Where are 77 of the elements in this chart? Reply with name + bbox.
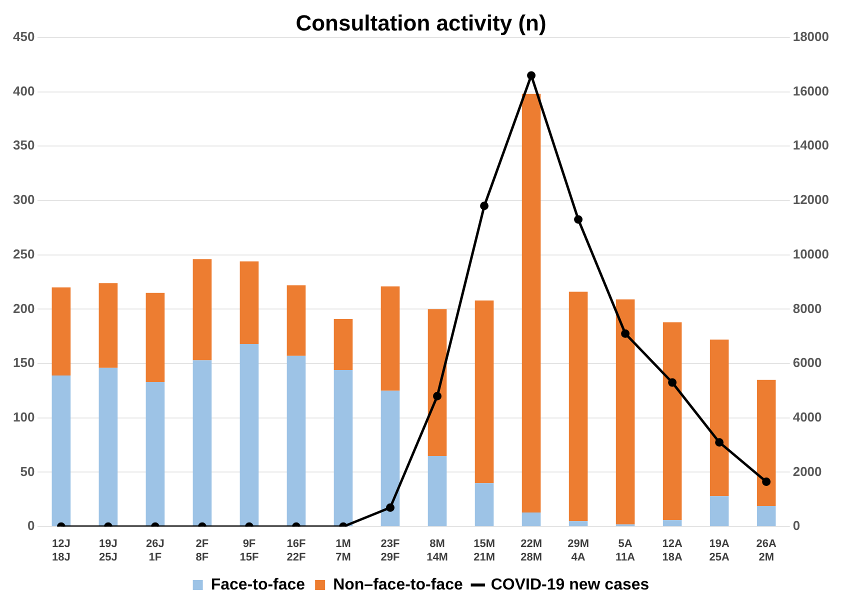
y2-tick-label: 8000 bbox=[792, 300, 822, 316]
legend-label: COVID-19 new cases bbox=[490, 576, 650, 594]
y-tick-label: 300 bbox=[12, 192, 35, 208]
point bbox=[668, 378, 677, 387]
y2-tick-label: 18000 bbox=[792, 28, 830, 44]
bar bbox=[474, 300, 494, 484]
y2-tick-label: 0 bbox=[792, 518, 800, 534]
x-tick-label: 23F 29F bbox=[380, 538, 400, 564]
y2-tick-label: 2000 bbox=[792, 464, 822, 479]
x-tick-label: 26J 1F bbox=[146, 538, 164, 564]
point bbox=[574, 215, 583, 224]
bar bbox=[52, 287, 71, 376]
bar bbox=[380, 390, 400, 526]
x-tick-label: 9F 15F bbox=[240, 538, 259, 564]
bar bbox=[286, 285, 306, 356]
x-tick-label: 1M 7M bbox=[336, 538, 351, 564]
bar bbox=[756, 380, 776, 506]
y2-tick-label: 12000 bbox=[792, 192, 830, 208]
y-tick-label: 100 bbox=[12, 409, 35, 424]
x-tick-label: 12J 18J bbox=[52, 538, 70, 564]
bar bbox=[52, 375, 71, 526]
legend-label: Non–face-to-face bbox=[333, 576, 463, 594]
point bbox=[433, 392, 442, 400]
bar bbox=[286, 356, 306, 526]
bar bbox=[710, 496, 729, 526]
bar bbox=[474, 483, 494, 526]
y2-tick-label: 4000 bbox=[792, 409, 822, 424]
x-tick-label: 12A 18A bbox=[662, 538, 682, 564]
bar bbox=[380, 286, 400, 391]
y-tick-label: 400 bbox=[12, 83, 35, 98]
y2-tick-label: 16000 bbox=[792, 83, 830, 98]
y-tick-label: 150 bbox=[12, 355, 35, 370]
bar bbox=[240, 261, 259, 344]
bar bbox=[568, 292, 588, 522]
x-tick-label: 15M 21M bbox=[474, 538, 495, 564]
y2-tick-label: 6000 bbox=[792, 355, 822, 370]
bar bbox=[98, 283, 118, 368]
y2-tick-label: 10000 bbox=[792, 246, 830, 262]
x-tick-label: 26A 2M bbox=[756, 538, 776, 564]
x-tick-label: 22M 28M bbox=[520, 538, 542, 564]
bar bbox=[616, 299, 635, 524]
x-tick-label: 2F 8F bbox=[196, 538, 209, 564]
y-tick-label: 250 bbox=[12, 246, 35, 262]
x-tick-label: 19J 25J bbox=[99, 538, 118, 564]
chart-title: Consultation activity (n) bbox=[296, 10, 546, 36]
bar bbox=[240, 344, 259, 526]
bar bbox=[710, 340, 729, 496]
y-tick-label: 350 bbox=[12, 138, 35, 153]
bar bbox=[192, 360, 212, 526]
y-tick-label: 50 bbox=[20, 464, 35, 479]
bar bbox=[334, 318, 353, 370]
x-tick-label: 5A 11A bbox=[616, 538, 636, 564]
bar bbox=[192, 259, 212, 360]
bar bbox=[146, 292, 165, 382]
bar bbox=[428, 456, 447, 526]
y2-tick-label: 14000 bbox=[792, 138, 830, 153]
bar bbox=[522, 94, 541, 512]
point bbox=[480, 202, 489, 210]
x-tick-label: 29M 4A bbox=[568, 538, 590, 564]
bar bbox=[146, 382, 165, 526]
x-tick-label: 8M 14M bbox=[426, 538, 448, 564]
y-tick-label: 200 bbox=[12, 300, 35, 316]
bar bbox=[428, 309, 447, 456]
bar bbox=[334, 370, 353, 526]
y-tick-label: 450 bbox=[12, 28, 35, 44]
bar bbox=[756, 506, 776, 526]
y-tick-label: 0 bbox=[27, 518, 35, 534]
bar bbox=[98, 368, 118, 526]
legend-label: Face-to-face bbox=[210, 576, 306, 594]
bar bbox=[662, 322, 682, 520]
bar bbox=[522, 512, 541, 526]
point bbox=[527, 71, 536, 80]
bar bbox=[662, 520, 682, 526]
bar bbox=[568, 521, 588, 526]
x-tick-label: 16F 22F bbox=[286, 538, 306, 564]
x-tick-label: 19A 25A bbox=[709, 538, 730, 564]
point bbox=[621, 329, 630, 338]
